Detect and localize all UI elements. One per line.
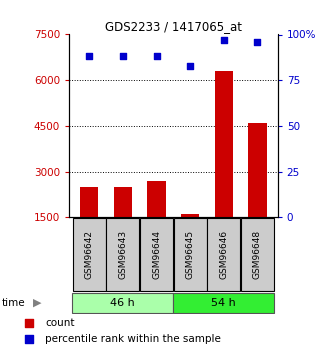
Bar (72, 293, 173, 313)
Text: count: count (45, 318, 74, 328)
Bar (214, 71, 233, 217)
Text: GSM96646: GSM96646 (219, 230, 228, 279)
Bar (173, 293, 274, 313)
Point (87, 54, 92, 59)
Title: GDS2233 / 1417065_at: GDS2233 / 1417065_at (105, 20, 242, 33)
Bar (80, 187, 99, 217)
Point (255, 39, 260, 45)
Point (120, 54, 126, 59)
Text: 46 h: 46 h (110, 298, 135, 308)
Bar (181, 214, 199, 217)
Bar (174, 218, 207, 291)
Text: GSM96645: GSM96645 (186, 230, 195, 279)
Text: percentile rank within the sample: percentile rank within the sample (45, 334, 221, 344)
Bar (106, 218, 139, 291)
Text: ▶: ▶ (33, 298, 41, 308)
Text: time: time (2, 298, 25, 308)
Bar (241, 218, 274, 291)
Bar (248, 123, 267, 217)
Text: 54 h: 54 h (212, 298, 236, 308)
Point (221, 37, 226, 43)
Text: GSM96643: GSM96643 (118, 230, 127, 279)
Point (154, 54, 159, 59)
Text: GSM96644: GSM96644 (152, 230, 161, 279)
Text: GSM96648: GSM96648 (253, 230, 262, 279)
Bar (147, 181, 166, 217)
Bar (114, 187, 132, 217)
Bar (140, 218, 173, 291)
Text: GSM96642: GSM96642 (85, 230, 94, 279)
Bar (207, 218, 240, 291)
Point (187, 63, 193, 68)
Bar (73, 218, 106, 291)
